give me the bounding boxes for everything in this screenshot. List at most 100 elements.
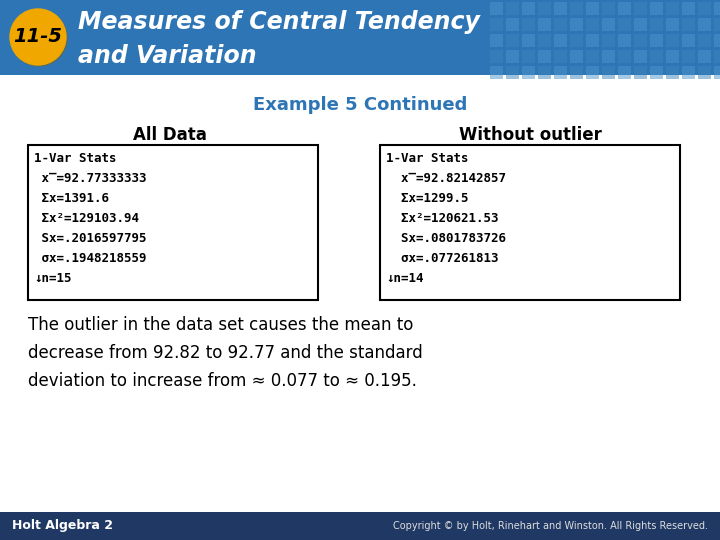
Bar	[490, 2, 503, 15]
Bar	[682, 18, 695, 31]
Bar	[570, 34, 583, 47]
Bar	[570, 66, 583, 79]
Text: Copyright © by Holt, Rinehart and Winston. All Rights Reserved.: Copyright © by Holt, Rinehart and Winsto…	[393, 521, 708, 531]
Bar	[666, 34, 679, 47]
Bar	[522, 66, 535, 79]
Bar	[666, 2, 679, 15]
Bar	[0, 512, 720, 540]
Bar	[650, 34, 663, 47]
Bar	[554, 18, 567, 31]
Bar	[490, 34, 503, 47]
Text: Measures of Central Tendency: Measures of Central Tendency	[78, 10, 480, 34]
Text: 1-Var Stats: 1-Var Stats	[386, 152, 469, 165]
Bar	[0, 0, 720, 75]
Bar	[682, 50, 695, 63]
Bar	[682, 66, 695, 79]
Bar	[618, 2, 631, 15]
Circle shape	[10, 9, 66, 65]
Bar	[554, 66, 567, 79]
Bar	[666, 50, 679, 63]
Bar	[506, 2, 519, 15]
Text: Without outlier: Without outlier	[459, 126, 601, 144]
Bar	[522, 18, 535, 31]
Bar	[634, 2, 647, 15]
Bar	[522, 50, 535, 63]
Bar	[586, 66, 599, 79]
Text: ↓n=15: ↓n=15	[34, 273, 71, 286]
Bar	[538, 50, 551, 63]
Bar	[490, 50, 503, 63]
Text: 1-Var Stats: 1-Var Stats	[34, 152, 117, 165]
Text: Σx²=129103.94: Σx²=129103.94	[34, 213, 139, 226]
Bar	[602, 50, 615, 63]
Bar	[538, 66, 551, 79]
Bar	[634, 50, 647, 63]
Text: x̅=92.82142857: x̅=92.82142857	[386, 172, 506, 186]
Bar	[650, 50, 663, 63]
Bar	[618, 50, 631, 63]
Bar	[28, 145, 318, 300]
Bar	[506, 34, 519, 47]
Bar	[698, 50, 711, 63]
Bar	[634, 18, 647, 31]
Bar	[506, 66, 519, 79]
Text: Sx=.2016597795: Sx=.2016597795	[34, 233, 146, 246]
Text: 11-5: 11-5	[14, 28, 63, 46]
Bar	[698, 66, 711, 79]
Bar	[634, 66, 647, 79]
Bar	[714, 2, 720, 15]
Bar	[538, 34, 551, 47]
Bar	[714, 50, 720, 63]
Bar	[586, 18, 599, 31]
Text: Example 5 Continued: Example 5 Continued	[253, 96, 467, 114]
Text: and Variation: and Variation	[78, 44, 256, 68]
Bar	[570, 50, 583, 63]
Bar	[602, 2, 615, 15]
Bar	[682, 2, 695, 15]
Bar	[618, 34, 631, 47]
Bar	[682, 34, 695, 47]
Bar	[554, 34, 567, 47]
Bar	[554, 50, 567, 63]
Bar	[618, 18, 631, 31]
Bar	[714, 66, 720, 79]
Bar	[380, 145, 680, 300]
Bar	[602, 34, 615, 47]
Bar	[570, 18, 583, 31]
Bar	[490, 18, 503, 31]
Text: deviation to increase from ≈ 0.077 to ≈ 0.195.: deviation to increase from ≈ 0.077 to ≈ …	[28, 372, 417, 390]
Text: x̅=92.77333333: x̅=92.77333333	[34, 172, 146, 186]
Bar	[714, 18, 720, 31]
Text: σx=.1948218559: σx=.1948218559	[34, 253, 146, 266]
Bar	[666, 66, 679, 79]
Bar	[570, 2, 583, 15]
Bar	[522, 2, 535, 15]
Text: decrease from 92.82 to 92.77 and the standard: decrease from 92.82 to 92.77 and the sta…	[28, 344, 423, 362]
Text: The outlier in the data set causes the mean to: The outlier in the data set causes the m…	[28, 316, 413, 334]
Bar	[506, 50, 519, 63]
Circle shape	[11, 10, 67, 66]
Bar	[506, 18, 519, 31]
Bar	[602, 18, 615, 31]
Bar	[698, 2, 711, 15]
Bar	[666, 18, 679, 31]
Bar	[586, 50, 599, 63]
Bar	[714, 34, 720, 47]
Text: Σx=1299.5: Σx=1299.5	[386, 192, 469, 206]
Bar	[698, 18, 711, 31]
Bar	[554, 2, 567, 15]
Bar	[650, 66, 663, 79]
Bar	[634, 34, 647, 47]
Bar	[490, 66, 503, 79]
Bar	[618, 66, 631, 79]
Bar	[522, 34, 535, 47]
Bar	[538, 2, 551, 15]
Bar	[586, 34, 599, 47]
Bar	[650, 2, 663, 15]
Bar	[698, 34, 711, 47]
Text: σx=.077261813: σx=.077261813	[386, 253, 498, 266]
Text: All Data: All Data	[133, 126, 207, 144]
Text: Σx²=120621.53: Σx²=120621.53	[386, 213, 498, 226]
Bar	[586, 2, 599, 15]
Text: Σx=1391.6: Σx=1391.6	[34, 192, 109, 206]
